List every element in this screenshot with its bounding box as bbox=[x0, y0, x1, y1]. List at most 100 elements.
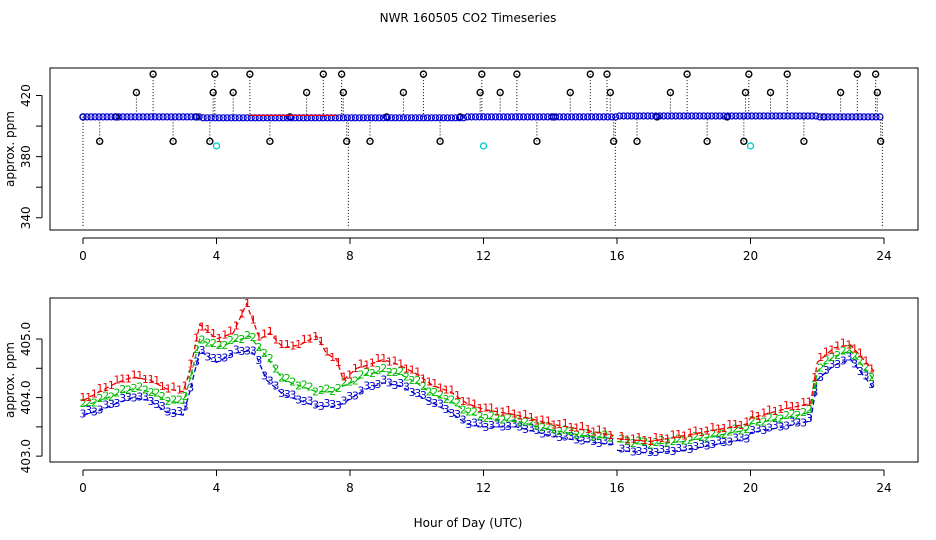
top-blue-point bbox=[600, 113, 608, 121]
top-blue-point bbox=[451, 114, 460, 122]
bottom-series-marker-3: 3 bbox=[358, 385, 365, 398]
bottom-series-marker-2: 2 bbox=[91, 396, 98, 409]
top-blue-point bbox=[543, 113, 552, 121]
bottom-series-marker-3: 3 bbox=[216, 352, 223, 365]
bottom-series-marker-3: 3 bbox=[619, 442, 626, 455]
bottom-series-line-3 bbox=[82, 349, 875, 454]
bottom-series-marker-3: 3 bbox=[437, 398, 444, 411]
top-blue-point bbox=[768, 112, 776, 120]
top-blue-point bbox=[179, 113, 187, 121]
top-blue-point bbox=[115, 113, 123, 121]
bottom-series-marker-1: 1 bbox=[477, 402, 484, 415]
top-blue-point bbox=[215, 114, 223, 122]
bottom-series-marker-2: 2 bbox=[783, 409, 790, 422]
bottom-series-marker-1: 1 bbox=[567, 421, 574, 434]
bottom-series-marker-3: 3 bbox=[380, 374, 387, 387]
bottom-series-marker-1: 1 bbox=[760, 407, 767, 420]
bottom-series-marker-1: 1 bbox=[148, 373, 155, 386]
bottom-series-marker-1: 1 bbox=[142, 373, 149, 386]
bottom-series-marker-1: 1 bbox=[624, 433, 631, 446]
bottom-series-marker-3: 3 bbox=[845, 351, 852, 364]
bottom-y-tick-label: 403.0 bbox=[19, 439, 33, 473]
top-blue-point bbox=[219, 114, 227, 122]
bottom-series-marker-2: 2 bbox=[97, 392, 104, 405]
bottom-series-marker-2: 2 bbox=[460, 403, 467, 416]
top-blue-point bbox=[784, 112, 792, 120]
top-blue-point bbox=[772, 112, 780, 120]
bottom-x-tick-label: 16 bbox=[609, 481, 624, 495]
bottom-series-marker-1: 1 bbox=[380, 352, 387, 365]
top-blue-point bbox=[640, 112, 648, 120]
bottom-series-marker-3: 3 bbox=[806, 412, 813, 425]
top-blue-point bbox=[720, 112, 728, 120]
top-blue-point bbox=[848, 113, 856, 121]
bottom-series-marker-1: 1 bbox=[732, 418, 739, 431]
top-blue-point bbox=[632, 112, 640, 120]
top-blue-point bbox=[147, 113, 155, 121]
bottom-series-marker-3: 3 bbox=[182, 400, 189, 413]
bottom-series-marker-1: 1 bbox=[749, 409, 756, 422]
bottom-series-marker-2: 2 bbox=[670, 435, 677, 448]
bottom-series-marker-2: 2 bbox=[454, 396, 461, 409]
bottom-series-marker-1: 1 bbox=[233, 320, 240, 333]
bottom-series-marker-2: 2 bbox=[789, 407, 796, 420]
top-blue-point bbox=[403, 114, 412, 122]
bottom-series-marker-2: 2 bbox=[193, 343, 200, 356]
top-blue-point bbox=[804, 112, 812, 120]
bottom-series-marker-1: 1 bbox=[414, 366, 421, 379]
bottom-series-marker-3: 3 bbox=[488, 419, 495, 432]
bottom-series-marker-2: 2 bbox=[443, 393, 450, 406]
top-black-point bbox=[683, 70, 691, 78]
bottom-series-marker-3: 3 bbox=[556, 431, 563, 444]
bottom-series-marker-3: 3 bbox=[409, 386, 416, 399]
top-blue-point bbox=[375, 114, 383, 122]
bottom-series-marker-2: 2 bbox=[119, 383, 126, 396]
top-blue-point bbox=[127, 113, 135, 121]
bottom-series-marker-3: 3 bbox=[392, 379, 399, 392]
bottom-series-marker-2: 2 bbox=[579, 427, 586, 440]
bottom-series-marker-3: 3 bbox=[630, 445, 637, 458]
top-blue-point bbox=[203, 114, 211, 122]
bottom-series-marker-3: 3 bbox=[760, 424, 767, 437]
bottom-series-marker-3: 3 bbox=[403, 381, 410, 394]
bottom-series-marker-1: 1 bbox=[244, 297, 251, 310]
top-blue-point bbox=[207, 114, 215, 122]
bottom-series-marker-2: 2 bbox=[403, 371, 410, 384]
top-black-point bbox=[366, 137, 374, 146]
bottom-series-marker-3: 3 bbox=[482, 421, 489, 434]
top-black-point bbox=[169, 137, 177, 146]
bottom-series-marker-1: 1 bbox=[108, 379, 115, 392]
bottom-series-marker-1: 1 bbox=[261, 327, 268, 340]
top-blue-point bbox=[491, 113, 500, 121]
bottom-series-marker-1: 1 bbox=[607, 429, 614, 442]
bottom-series-marker-1: 1 bbox=[176, 383, 183, 396]
bottom-series-marker-2: 2 bbox=[562, 423, 569, 436]
top-black-point bbox=[876, 137, 885, 146]
bottom-series-marker-2: 2 bbox=[397, 365, 404, 378]
top-blue-point bbox=[684, 112, 692, 120]
bottom-series-marker-2: 2 bbox=[210, 337, 217, 350]
top-black-point bbox=[478, 70, 486, 78]
bottom-series-marker-3: 3 bbox=[601, 435, 608, 448]
bottom-series-marker-3: 3 bbox=[142, 391, 149, 404]
top-blue-point bbox=[347, 114, 355, 122]
bottom-series-marker-3: 3 bbox=[426, 395, 433, 408]
bottom-series-marker-2: 2 bbox=[477, 410, 484, 423]
top-blue-point bbox=[151, 113, 159, 121]
bottom-series-marker-2: 2 bbox=[272, 363, 279, 376]
bottom-series-marker-1: 1 bbox=[102, 381, 109, 394]
bottom-series-marker-3: 3 bbox=[131, 392, 138, 405]
bottom-series-marker-3: 3 bbox=[102, 398, 109, 411]
bottom-series-marker-3: 3 bbox=[272, 379, 279, 392]
top-black-point bbox=[606, 88, 615, 97]
top-black-point bbox=[246, 70, 254, 78]
top-blue-point bbox=[672, 112, 680, 120]
top-blue-point bbox=[704, 112, 712, 120]
bottom-series-marker-3: 3 bbox=[511, 417, 518, 430]
bottom-series-marker-2: 2 bbox=[238, 333, 245, 346]
bottom-series-marker-3: 3 bbox=[170, 407, 177, 420]
top-x-tick-label: 4 bbox=[213, 249, 221, 263]
bottom-series-marker-2: 2 bbox=[528, 415, 535, 428]
top-black-point bbox=[871, 70, 880, 78]
top-blue-point bbox=[511, 113, 520, 121]
